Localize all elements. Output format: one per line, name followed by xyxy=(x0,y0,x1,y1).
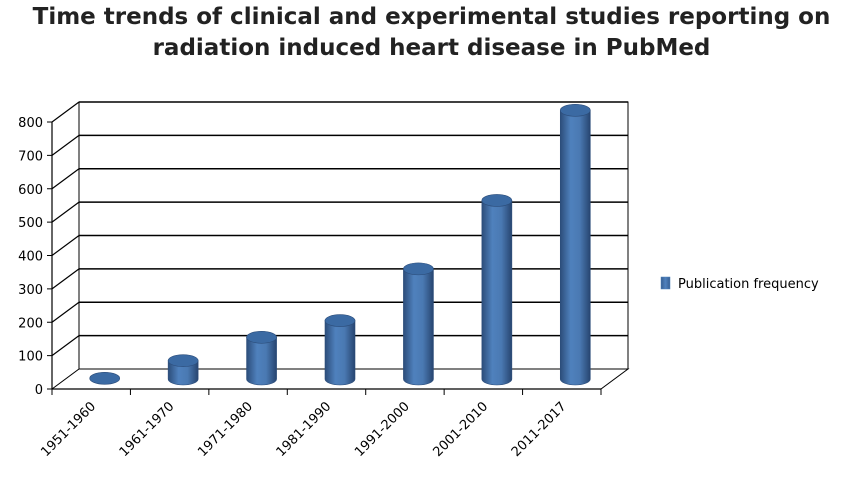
gridline xyxy=(51,268,628,290)
chart-title-line-1: Time trends of clinical and experimental… xyxy=(32,4,831,30)
y-tick-label: 300 xyxy=(18,283,43,298)
x-axis-ticks: 1951-1960 1961-1970 1971-1980 1981-1990 1991… xyxy=(38,399,569,460)
y-tick-label: 400 xyxy=(18,250,43,265)
bar-1981-1990 xyxy=(324,314,356,386)
y-tick-label: 100 xyxy=(18,350,43,365)
y-tick-label: 800 xyxy=(18,116,43,131)
gridline xyxy=(51,201,628,223)
x-tick-label: 2011-2017 xyxy=(509,399,570,460)
bar-1991-2000 xyxy=(403,262,434,386)
gridlines xyxy=(51,101,628,357)
gridline xyxy=(51,167,628,190)
axes xyxy=(47,121,602,395)
x-tick-label: 2001-2010 xyxy=(430,399,491,460)
x-tick-label: 1981-1990 xyxy=(274,399,335,460)
y-tick-label: 0 xyxy=(35,383,43,398)
y-tick-label: 700 xyxy=(18,149,43,164)
chart-title: Time trends of clinical and experimental… xyxy=(0,2,863,64)
y-tick-label: 600 xyxy=(18,183,43,198)
y-tick-label: 200 xyxy=(18,316,43,331)
bar-2001-2010 xyxy=(481,194,513,386)
chart-title-line-2: radiation induced heart disease in PubMe… xyxy=(152,35,711,61)
legend-label-publication-frequency: Publication frequency xyxy=(678,277,819,292)
bar-1971-1980 xyxy=(246,330,277,386)
gridline xyxy=(51,234,628,256)
gridline xyxy=(51,134,628,156)
bar-1951-1960 xyxy=(89,372,121,385)
legend: Publication frequency xyxy=(660,276,819,292)
x-tick-label: 1991-2000 xyxy=(352,399,413,460)
x-tick-label: 1951-1960 xyxy=(38,399,99,460)
gridline xyxy=(51,301,628,323)
x-tick-label: 1961-1970 xyxy=(117,399,178,460)
x-tick-label: 1971-1980 xyxy=(195,399,256,460)
bar-1961-1970 xyxy=(167,354,199,386)
y-axis-ticks: 0 100 200 300 400 500 600 700 800 xyxy=(18,116,43,398)
y-tick-label: 500 xyxy=(18,216,43,231)
bars xyxy=(89,104,591,386)
bar-2011-2017 xyxy=(559,104,591,386)
gridline xyxy=(51,101,628,123)
legend-swatch xyxy=(660,276,671,290)
